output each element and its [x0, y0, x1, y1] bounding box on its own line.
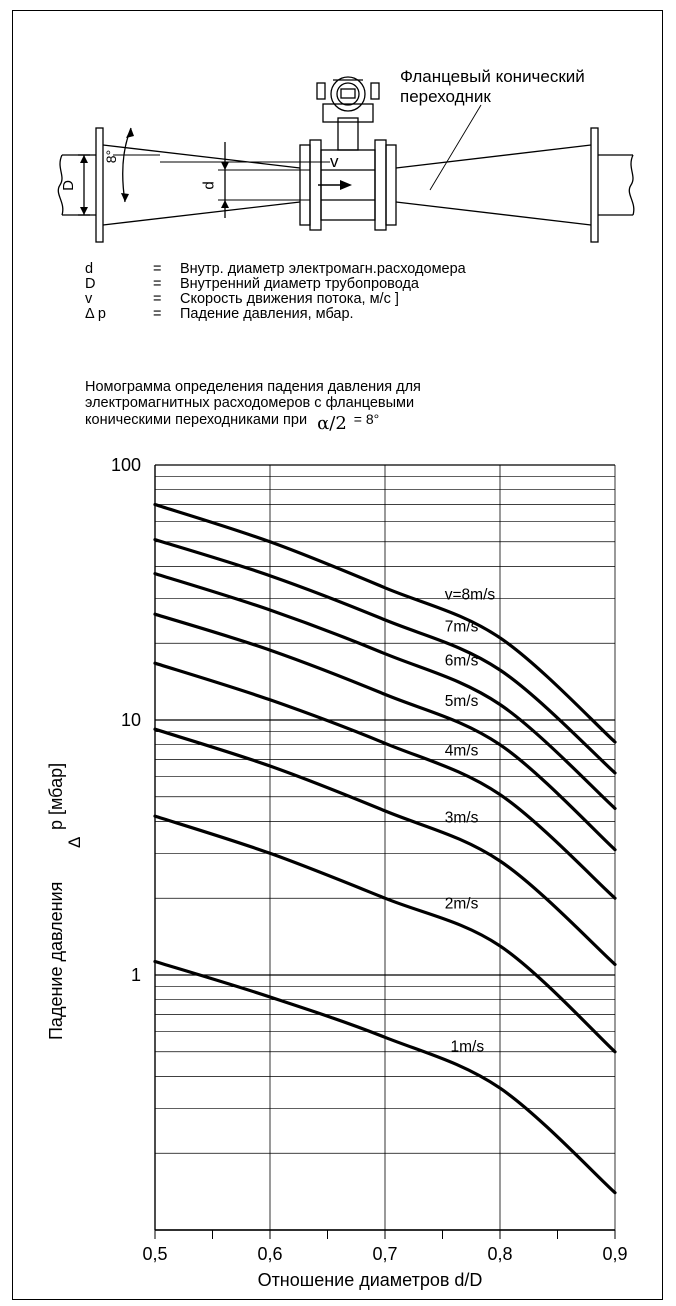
y-tick-label: 100 [111, 455, 141, 475]
y-tick-label: 1 [131, 965, 141, 985]
x-tick-label: 0,7 [372, 1244, 397, 1264]
x-axis-label: Отношение диаметров d/D [258, 1270, 483, 1290]
y-axis-label-unit: p [мбар] [46, 763, 66, 830]
legend-text: Внутр. диаметр электромагн.расходомера [180, 261, 466, 277]
legend-equals: = [153, 276, 162, 292]
chart-curves [153, 502, 617, 1195]
caption-line-3-text: коническими переходниками при [85, 412, 308, 428]
label-velocity: v [330, 152, 339, 171]
series-line [153, 661, 617, 900]
x-tick-label: 0,9 [602, 1244, 627, 1264]
y-axis-label-symbol: Δ [65, 837, 84, 848]
legend-symbol: v [85, 291, 93, 307]
callout-line-2: переходник [400, 87, 491, 106]
series-line [153, 572, 617, 810]
legend-symbol: Δ p [85, 306, 106, 322]
chart-grid [154, 464, 616, 1231]
series-line [153, 959, 617, 1195]
caption-formula: α/2 [317, 413, 347, 434]
chart-ticks [154, 1229, 616, 1239]
series-label: 6m/s [445, 653, 479, 670]
x-tick-label: 0,8 [487, 1244, 512, 1264]
x-tick-label: 0,5 [142, 1244, 167, 1264]
figure-frame [12, 10, 663, 1300]
chart-caption: Номограмма определения падения давления … [85, 379, 421, 433]
caption-line-2: электромагнитных расходомеров с фланцевы… [85, 395, 415, 411]
y-tick-label: 10 [121, 710, 141, 730]
series-label: 5m/s [445, 693, 479, 710]
chart-labels: 0,5 0,6 0,7 0,8 0,9 100 10 1 Отношение диаметров… [46, 455, 628, 1290]
caption-line-1: Номограмма определения падения давления … [85, 379, 421, 395]
legend-equals: = [153, 261, 162, 277]
x-tick-label: 0,6 [257, 1244, 282, 1264]
pipe-diagram [57, 76, 635, 243]
series-label: 3m/s [445, 809, 479, 826]
series-label: 4m/s [445, 742, 479, 759]
series-label: 7m/s [445, 618, 479, 635]
legend-symbol: d [85, 261, 94, 277]
series-line [153, 538, 617, 775]
legend-text: Внутренний диаметр трубопровода [180, 276, 419, 292]
series-line [153, 612, 617, 852]
legend-equals: = [153, 291, 162, 307]
callout-line-1: Фланцевый конический [400, 67, 585, 86]
series-label: 1m/s [451, 1039, 485, 1056]
caption-formula-value: = 8° [353, 411, 380, 427]
caption-line-3: коническими переходниками при α/2 = 8° [85, 411, 421, 433]
series-label: v=8m/s [445, 586, 496, 603]
legend-symbol: D [85, 276, 96, 292]
series-line [153, 502, 617, 744]
legend-text: Падение давления, мбар. [180, 306, 354, 322]
series-line [153, 727, 617, 966]
series-line [153, 814, 617, 1054]
series-label: 2m/s [445, 896, 479, 913]
legend-text: Скорость движения потока, м/с ] [180, 291, 399, 307]
y-axis-label: Падение давления [46, 882, 66, 1040]
legend-equals: = [153, 306, 162, 322]
